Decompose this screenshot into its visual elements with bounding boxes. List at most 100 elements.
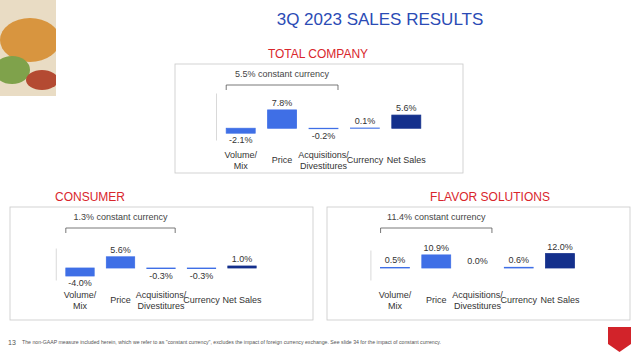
tick: Price — [426, 295, 447, 305]
data-label: -2.1% — [229, 135, 253, 145]
tick-label-line: Price — [426, 295, 447, 305]
data-label: 5.6% — [396, 103, 417, 113]
tick: Volume/Mix — [224, 150, 257, 171]
tick-label-line: Price — [272, 155, 293, 165]
bar — [187, 268, 215, 270]
data-label: 0.5% — [385, 255, 406, 265]
tick: Acquisitions/Divestitures — [298, 150, 349, 171]
panel-frame — [175, 64, 463, 173]
tick-label-line: Mix — [388, 301, 402, 311]
tick-label: Volume/Mix — [64, 290, 97, 311]
annotation: 5.5% constant currency — [235, 69, 330, 79]
tick-label: Acquisitions/Divestitures — [298, 150, 349, 171]
y-axis — [56, 249, 57, 281]
data-label: -0.3% — [149, 271, 173, 281]
panel-title: CONSUMER — [55, 190, 125, 204]
bar — [228, 266, 256, 268]
tick-label: Net Sales — [387, 155, 427, 165]
tick-label: Acquisitions/Divestitures — [136, 290, 187, 311]
data-labels: 0.5% 10.9% 0.0% 0.6% 12.0% — [385, 242, 573, 266]
bar — [463, 268, 492, 269]
slide-title: 3Q 2023 SALES RESULTS — [277, 10, 484, 29]
data-label: -0.2% — [312, 131, 336, 141]
tick: Net Sales — [222, 295, 262, 305]
tick-label-line: Volume/ — [379, 290, 412, 300]
bracket — [66, 228, 175, 233]
tick-label-line: Volume/ — [64, 290, 97, 300]
tick-label-line: Net Sales — [222, 295, 262, 305]
y-axis-line — [370, 251, 371, 281]
y-axis-line — [216, 94, 217, 141]
tick-label: Volume/Mix — [379, 290, 412, 311]
tick-label-line: Currency — [347, 155, 384, 165]
data-labels: -4.0% 5.6% -0.3% -0.3% 1.0% — [68, 245, 252, 288]
tick-label-line: Price — [110, 295, 131, 305]
y-axis-line — [56, 249, 57, 281]
data-label: 7.8% — [272, 98, 293, 108]
tick: Net Sales — [387, 155, 427, 165]
data-label: 10.9% — [423, 243, 449, 253]
data-labels: -2.1%7.8%-0.2%0.1%5.6% — [229, 98, 417, 145]
tick: Volume/Mix — [64, 290, 97, 311]
tick-label-line: Divestitures — [454, 301, 502, 311]
photo-shape — [0, 56, 30, 84]
x-axis: Volume/Mix Price Acquisitions/Divestitures… — [379, 290, 580, 311]
bar — [66, 268, 94, 276]
panel: FLAVOR SOLUTIONS 11.4% constant currency 0… — [327, 190, 630, 320]
tick: Currency — [183, 295, 220, 305]
tick-label: Currency — [500, 295, 537, 305]
slide: 3Q 2023 SALES RESULTS TOTAL COMPANY 5.5% c… — [0, 0, 640, 354]
bars — [226, 110, 421, 133]
tick-label-line: Acquisitions/ — [298, 150, 349, 160]
data-label: 5.6% — [110, 245, 131, 255]
bar — [504, 267, 533, 269]
tick-label-line: Divestitures — [300, 161, 348, 171]
tick-label: Volume/Mix — [224, 150, 257, 171]
photo-shape — [0, 18, 56, 62]
tick: Acquisitions/Divestitures — [136, 290, 187, 311]
tick-label: Acquisitions/Divestitures — [452, 290, 503, 311]
x-axis: Volume/Mix Price Acquisitions/Divestitures… — [224, 150, 426, 171]
tick-label: Net Sales — [222, 295, 262, 305]
data-label: 0.6% — [508, 255, 529, 265]
annotation: 11.4% constant currency — [387, 212, 486, 222]
bar — [546, 254, 575, 268]
panel-frame — [10, 207, 313, 320]
panel: CONSUMER1.3% constant currency-4.0%5.6%-… — [10, 190, 313, 320]
bar — [392, 115, 421, 128]
tick-label-line: Mix — [73, 301, 87, 311]
photo-shape — [26, 70, 56, 90]
panel-title: FLAVOR SOLUTIONS — [430, 190, 550, 204]
bracket — [226, 85, 338, 90]
tick-label-line: Volume/ — [224, 150, 257, 160]
data-label: 1.0% — [232, 254, 253, 264]
bar — [106, 257, 134, 268]
bar — [147, 268, 175, 270]
data-label: 12.0% — [547, 242, 573, 252]
data-label: -0.3% — [190, 271, 214, 281]
tick-label-line: Mix — [234, 161, 248, 171]
bar — [350, 128, 379, 129]
page-number: 13 — [8, 339, 16, 346]
logo — [608, 327, 631, 352]
data-label: 0.0% — [467, 256, 488, 266]
tick: Acquisitions/Divestitures — [452, 290, 503, 311]
panel-frame — [327, 207, 630, 320]
y-axis — [216, 94, 217, 141]
tick-label-line: Currency — [183, 295, 220, 305]
tick: Price — [110, 295, 131, 305]
tick-label-line: Net Sales — [540, 295, 580, 305]
tick-label-line: Acquisitions/ — [136, 290, 187, 300]
panel-title: TOTAL COMPANY — [268, 47, 368, 61]
footnote: The non-GAAP measure included herein, wh… — [22, 339, 441, 345]
tick-label-line: Divestitures — [137, 301, 185, 311]
bracket — [381, 228, 492, 233]
tick-label: Net Sales — [540, 295, 580, 305]
data-label: -4.0% — [68, 278, 92, 288]
tick-label: Price — [426, 295, 447, 305]
tick: Price — [272, 155, 293, 165]
bar — [422, 255, 451, 268]
tick-label: Currency — [347, 155, 384, 165]
bar — [268, 110, 297, 128]
panel: TOTAL COMPANY 5.5% constant currency -2.1%… — [175, 47, 463, 173]
